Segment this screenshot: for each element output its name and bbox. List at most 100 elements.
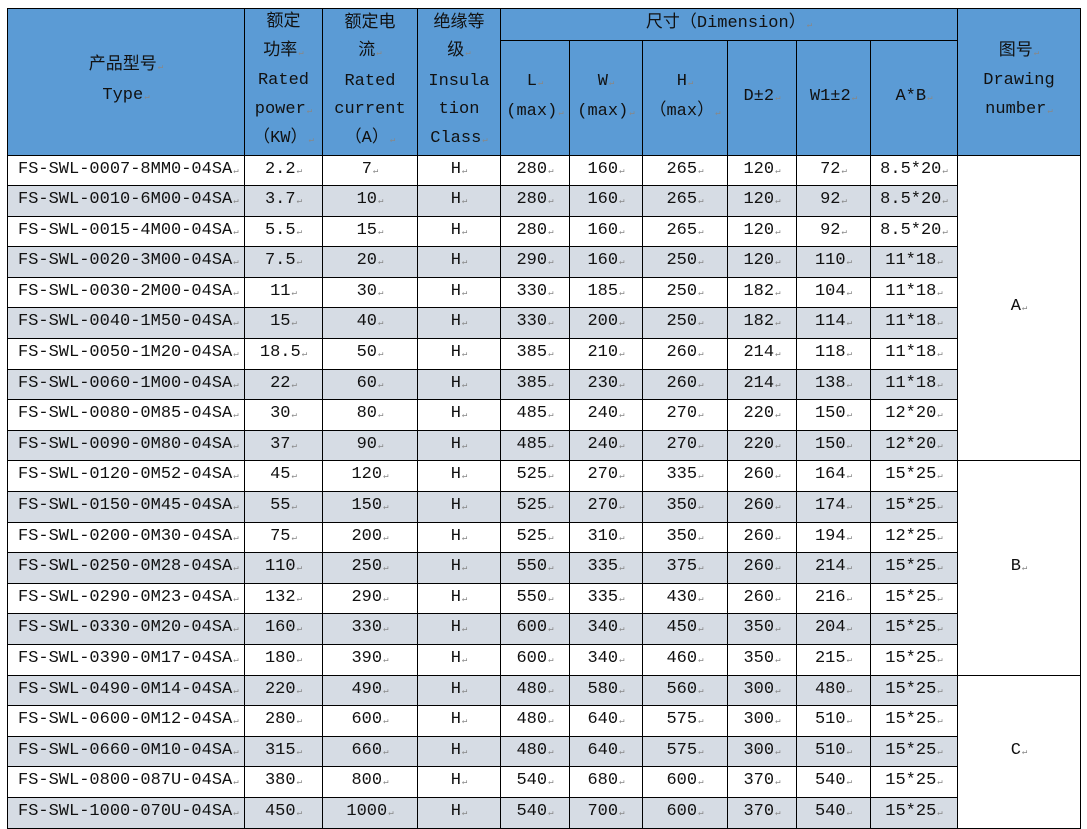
cell-text: H xyxy=(451,435,468,454)
header-dim-4: W1±2 xyxy=(796,40,871,156)
cell-value: 45 xyxy=(244,460,323,493)
cell-value: 350 xyxy=(727,613,797,645)
header-current-cn-1: 额定电 xyxy=(344,13,396,33)
table-row: FS-SWL-0250-0M28-04SA 110 250 H 550 335 375 260… xyxy=(7,552,1081,584)
cell-value: 300 xyxy=(727,735,797,768)
table-row: FS-SWL-0330-0M20-04SA 160 330 H 600 340 450 350… xyxy=(7,613,1081,645)
cell-text: FS-SWL-0660-0M10-04SA xyxy=(18,741,239,760)
header-drawing-cn: 图号 xyxy=(999,42,1039,61)
cell-value: 15*25 xyxy=(870,766,958,798)
cell-value: 480 xyxy=(500,705,570,737)
cell-text: 240 xyxy=(587,435,624,454)
header-current-unit: （A） xyxy=(345,129,396,148)
cell-text: H xyxy=(451,343,468,362)
cell-text: H xyxy=(451,312,468,331)
cell-value: 340 xyxy=(569,613,643,645)
cell-value: 480 xyxy=(500,735,570,768)
cell-value: 214 xyxy=(796,552,871,584)
cell-text: 300 xyxy=(743,710,780,729)
header-current-en-1: Rated xyxy=(344,71,396,91)
cell-text: 490 xyxy=(351,680,388,699)
cell-text: 12*20 xyxy=(885,404,942,423)
cell-value: 450 xyxy=(244,796,323,829)
header-dimension-label: 尺寸（Dimension） xyxy=(646,14,812,33)
cell-value: 15*25 xyxy=(870,613,958,645)
cell-text: 8.5*20 xyxy=(880,190,948,209)
cell-text: 182 xyxy=(743,312,780,331)
header-dim-label: H xyxy=(677,72,694,91)
cell-value: 164 xyxy=(796,460,871,493)
cell-text: 260 xyxy=(743,465,780,484)
cell-text: 11*18 xyxy=(885,282,942,301)
header-insul-cn-2: 级 xyxy=(447,42,470,61)
header-dimension: 尺寸（Dimension） xyxy=(500,8,958,41)
cell-text: 250 xyxy=(666,312,703,331)
cell-value: 220 xyxy=(244,674,323,707)
cell-value: H xyxy=(417,276,501,309)
header-dim-0: L (max) xyxy=(500,40,570,156)
cell-value: 15*25 xyxy=(870,460,958,493)
header-dim-label: W xyxy=(598,72,615,91)
cell-value: 185 xyxy=(569,276,643,309)
cell-text: 132 xyxy=(265,588,302,607)
cell-value: 114 xyxy=(796,307,871,340)
cell-text: 200 xyxy=(587,312,624,331)
cell-text: 3.7 xyxy=(265,190,302,209)
header-dim-label: L xyxy=(527,72,544,91)
header-insul-en-2: tion xyxy=(438,100,480,119)
cell-text: 110 xyxy=(265,557,302,576)
cell-value: 270 xyxy=(569,491,643,523)
cell-text: 525 xyxy=(516,465,553,484)
product-spec-table: 产品型号 Type 额定 功率 Rated power （KW） 额定电 流 R… xyxy=(7,8,1081,829)
cell-text: 120 xyxy=(743,251,780,270)
cell-value: 15*25 xyxy=(870,582,958,615)
cell-value: 510 xyxy=(796,735,871,768)
cell-value: 385 xyxy=(500,338,570,370)
cell-value: 40 xyxy=(322,307,418,340)
cell-value: 600 xyxy=(322,705,418,737)
cell-value: 138 xyxy=(796,368,871,401)
cell-text: 20 xyxy=(357,251,384,270)
cell-text: 210 xyxy=(587,343,624,362)
cell-value: 18.5 xyxy=(244,338,323,370)
cell-text: H xyxy=(451,618,468,637)
cell-text: 60 xyxy=(357,374,384,393)
cell-text: 230 xyxy=(587,374,624,393)
cell-text: 260 xyxy=(743,527,780,546)
cell-value: 480 xyxy=(500,674,570,707)
cell-text: 525 xyxy=(516,496,553,515)
header-type-cn: 产品型号 xyxy=(89,56,163,75)
drawing-label: C xyxy=(1011,741,1028,760)
cell-text: 11*18 xyxy=(885,251,942,270)
cell-text: 214 xyxy=(743,374,780,393)
cell-value: 194 xyxy=(796,521,871,554)
cell-value: 310 xyxy=(569,521,643,554)
cell-value: 540 xyxy=(500,796,570,829)
cell-text: 575 xyxy=(666,741,703,760)
cell-text: 12*20 xyxy=(885,435,942,454)
table-row: FS-SWL-0150-0M45-04SA 55 150 H 525 270 350 260 1… xyxy=(7,491,1081,523)
table-row: FS-SWL-0020-3M00-04SA 7.5 20 H 290 160 250 120 1… xyxy=(7,246,1081,278)
cell-value: 120 xyxy=(727,154,797,187)
table-row: FS-SWL-0600-0M12-04SA 280 600 H 480 640 575 300… xyxy=(7,705,1081,737)
cell-type: FS-SWL-0030-2M00-04SA xyxy=(7,276,245,309)
cell-type: FS-SWL-0490-0M14-04SA xyxy=(7,674,245,707)
cell-type: FS-SWL-0090-0M80-04SA xyxy=(7,429,245,462)
cell-text: 15 xyxy=(270,312,297,331)
cell-text: FS-SWL-0050-1M20-04SA xyxy=(18,343,239,362)
cell-text: FS-SWL-0020-3M00-04SA xyxy=(18,251,239,270)
cell-text: 280 xyxy=(265,710,302,729)
cell-value: 250 xyxy=(642,307,728,340)
cell-value: 385 xyxy=(500,368,570,401)
cell-text: 260 xyxy=(743,496,780,515)
cell-value: H xyxy=(417,215,501,248)
cell-value: 15 xyxy=(244,307,323,340)
cell-text: H xyxy=(451,465,468,484)
cell-text: H xyxy=(451,802,468,821)
cell-text: 350 xyxy=(666,496,703,515)
cell-value: 160 xyxy=(569,154,643,187)
cell-text: H xyxy=(451,251,468,270)
cell-text: 11 xyxy=(270,282,297,301)
cell-type: FS-SWL-0010-6M00-04SA xyxy=(7,185,245,217)
cell-value: 200 xyxy=(322,521,418,554)
